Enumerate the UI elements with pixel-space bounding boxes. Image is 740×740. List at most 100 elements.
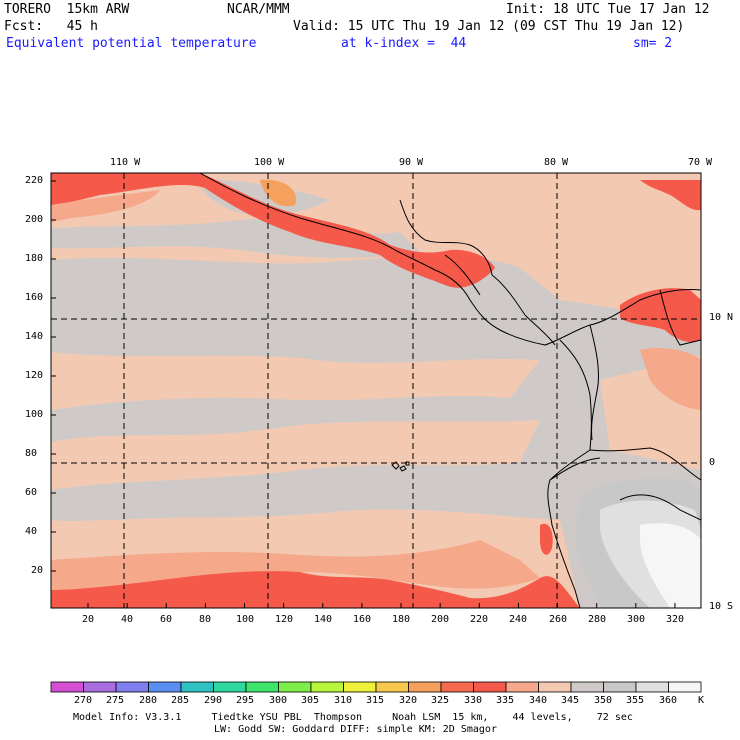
colorbar-label: 310: [334, 695, 353, 706]
y-tick-label: 140: [25, 331, 44, 342]
forecast-hour: Fcst: 45 h: [4, 19, 98, 34]
x-tick-label: 180: [392, 614, 411, 625]
colorbar-swatch: [375, 681, 409, 693]
colorbar-swatch: [148, 681, 182, 693]
colorbar-label: 355: [626, 695, 645, 706]
x-tick-label: 20: [82, 614, 95, 625]
y-tick-label: 220: [25, 175, 44, 186]
center-title: NCAR/MMM: [227, 2, 290, 17]
colorbar-swatch: [278, 681, 312, 693]
x-tick-label: 60: [160, 614, 173, 625]
x-tick-label: 140: [314, 614, 333, 625]
colorbar-unit: K: [698, 695, 705, 706]
colorbar-label: 335: [496, 695, 515, 706]
y-tick-label: 100: [25, 409, 44, 420]
x-tick-label: 100: [236, 614, 255, 625]
red-region-south: [51, 568, 580, 608]
colorbar-label: 315: [366, 695, 385, 706]
colorbar-label: 360: [659, 695, 678, 706]
x-tick-label: 120: [275, 614, 294, 625]
y-tick-label: 40: [25, 526, 38, 537]
x-tick-label: 320: [666, 614, 685, 625]
colorbar: [50, 681, 702, 693]
x-tick-label: 220: [470, 614, 489, 625]
colorbar-swatch: [635, 681, 669, 693]
colorbar-label: 330: [464, 695, 483, 706]
x-tick-label: 240: [509, 614, 528, 625]
lat-label: 0: [709, 457, 716, 468]
colorbar-label: 280: [139, 695, 158, 706]
model-title: TORERO 15km ARW: [4, 2, 130, 17]
y-tick-label: 80: [25, 448, 38, 459]
lon-label: 80 W: [544, 157, 569, 168]
footer-physics-info: LW: Godd SW: Goddard DIFF: simple KM: 2D…: [214, 724, 497, 735]
x-tick-label: 80: [199, 614, 212, 625]
lon-label: 110 W: [110, 157, 141, 168]
red-patch-ne: [640, 180, 701, 211]
y-tick-label: 60: [25, 487, 38, 498]
colorbar-swatch: [245, 681, 279, 693]
colorbar-swatch: [180, 681, 214, 693]
footer-model-info: Model Info: V3.3.1 Tiedtke YSU PBL Thomp…: [73, 712, 633, 723]
x-tick-label: 280: [588, 614, 607, 625]
colorbar-swatch: [343, 681, 377, 693]
colorbar-label: 340: [529, 695, 548, 706]
salmon-band-south: [51, 540, 540, 590]
y-tick-label: 120: [25, 370, 44, 381]
colorbar-label: 350: [594, 695, 613, 706]
colorbar-swatch: [668, 681, 702, 693]
x-tick-label: 160: [353, 614, 372, 625]
y-tick-label: 20: [31, 565, 44, 576]
colorbar-swatch: [440, 681, 474, 693]
level-index: at k-index = 44: [341, 36, 467, 51]
x-tick-label: 40: [121, 614, 134, 625]
colorbar-swatch: [408, 681, 442, 693]
valid-time: Valid: 15 UTC Thu 19 Jan 12 (09 CST Thu …: [293, 19, 685, 34]
smoothing: sm= 2: [633, 36, 673, 51]
colorbar-label: 295: [236, 695, 255, 706]
colorbar-swatch: [538, 681, 572, 693]
colorbar-swatch: [50, 681, 84, 693]
colorbar-label: 290: [204, 695, 223, 706]
colorbar-label: 305: [301, 695, 320, 706]
lon-label: 100 W: [254, 157, 285, 168]
colorbar-swatch: [473, 681, 507, 693]
lon-label: 90 W: [399, 157, 424, 168]
colorbar-label: 275: [106, 695, 125, 706]
axis-ticks: [51, 180, 676, 608]
x-tick-label: 260: [549, 614, 568, 625]
y-tick-label: 160: [25, 292, 44, 303]
red-patch-mexico-interior: [260, 179, 296, 207]
lat-label: 10 N: [709, 312, 734, 323]
colorbar-swatch: [115, 681, 149, 693]
colorbar-swatch: [570, 681, 604, 693]
colorbar-label: 325: [431, 695, 450, 706]
y-tick-label: 200: [25, 214, 44, 225]
colorbar-swatch: [310, 681, 344, 693]
red-patch-peru: [540, 523, 553, 555]
red-region-mexico: [51, 173, 495, 288]
colorbar-swatch: [83, 681, 117, 693]
y-tick-label: 180: [25, 253, 44, 264]
lon-label: 70 W: [688, 157, 713, 168]
colorbar-label: 320: [399, 695, 418, 706]
colorbar-swatch: [505, 681, 539, 693]
init-time: Init: 18 UTC Tue 17 Jan 12: [506, 2, 710, 17]
red-region-colombia: [620, 288, 701, 342]
x-tick-label: 200: [431, 614, 450, 625]
salmon-right: [640, 348, 701, 410]
colorbar-label: 345: [561, 695, 580, 706]
field-name: Equivalent potential temperature: [6, 36, 257, 51]
plot-frame: [50, 172, 702, 609]
grid-lines: [51, 173, 701, 608]
salmon-nw: [51, 190, 160, 222]
coastlines: [199, 173, 701, 608]
plot-field: [51, 173, 701, 608]
colorbar-label: 300: [269, 695, 288, 706]
andes-white: [640, 523, 701, 608]
colorbar-label: 270: [74, 695, 93, 706]
colorbar-label: 285: [171, 695, 190, 706]
colorbar-swatch: [603, 681, 637, 693]
lat-label: 10 S: [709, 601, 734, 612]
x-tick-label: 300: [627, 614, 646, 625]
